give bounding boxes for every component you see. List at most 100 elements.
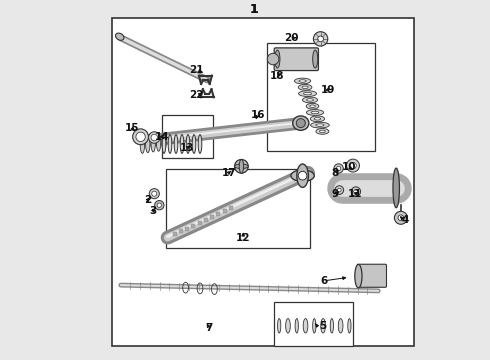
Ellipse shape [311, 111, 319, 114]
Text: 12: 12 [236, 233, 250, 243]
Text: 14: 14 [155, 132, 170, 142]
Text: 22: 22 [189, 90, 204, 100]
Circle shape [354, 189, 358, 194]
Circle shape [133, 129, 148, 145]
FancyBboxPatch shape [357, 264, 387, 287]
Ellipse shape [116, 33, 124, 40]
Circle shape [151, 134, 157, 141]
Text: 6: 6 [320, 276, 328, 286]
Ellipse shape [298, 91, 317, 96]
Ellipse shape [303, 319, 308, 333]
Circle shape [350, 162, 356, 169]
Ellipse shape [302, 97, 318, 103]
Ellipse shape [393, 168, 399, 208]
Ellipse shape [296, 119, 305, 128]
FancyBboxPatch shape [274, 48, 318, 71]
Ellipse shape [291, 170, 314, 181]
Text: 11: 11 [347, 189, 362, 199]
Text: 4: 4 [401, 215, 409, 225]
Circle shape [337, 166, 341, 171]
Circle shape [398, 215, 404, 221]
Ellipse shape [293, 116, 309, 130]
Ellipse shape [277, 319, 281, 333]
Ellipse shape [307, 99, 314, 101]
Ellipse shape [174, 135, 178, 153]
Ellipse shape [186, 135, 190, 153]
Circle shape [318, 36, 323, 42]
Ellipse shape [313, 50, 318, 68]
Ellipse shape [162, 133, 166, 150]
Text: 5: 5 [319, 321, 326, 331]
Circle shape [155, 201, 164, 210]
Ellipse shape [168, 135, 172, 153]
Text: 8: 8 [331, 168, 339, 178]
Ellipse shape [310, 116, 325, 122]
Text: 21: 21 [189, 65, 204, 75]
Circle shape [157, 203, 162, 207]
Text: 9: 9 [331, 189, 339, 199]
Bar [267, 43, 374, 151]
Circle shape [152, 191, 157, 196]
Ellipse shape [297, 164, 308, 188]
Circle shape [334, 164, 343, 173]
Ellipse shape [306, 103, 319, 109]
Ellipse shape [355, 264, 362, 288]
Circle shape [298, 171, 307, 180]
Ellipse shape [319, 130, 325, 133]
Circle shape [136, 132, 145, 141]
Circle shape [149, 189, 159, 199]
Bar [112, 18, 414, 346]
Ellipse shape [321, 319, 325, 333]
Text: 16: 16 [250, 110, 265, 120]
Ellipse shape [302, 86, 308, 89]
Text: 15: 15 [124, 123, 139, 133]
Ellipse shape [316, 129, 329, 134]
Ellipse shape [156, 134, 161, 151]
Ellipse shape [348, 319, 351, 333]
Ellipse shape [330, 319, 334, 333]
Ellipse shape [198, 135, 202, 153]
Circle shape [148, 132, 160, 143]
Bar [274, 302, 353, 346]
Bar [166, 169, 310, 248]
Text: 1: 1 [249, 3, 258, 15]
Circle shape [314, 32, 328, 46]
Ellipse shape [239, 159, 244, 173]
Ellipse shape [294, 78, 311, 84]
Circle shape [268, 53, 279, 65]
Text: 1: 1 [249, 3, 258, 15]
Circle shape [394, 211, 407, 224]
Ellipse shape [306, 110, 323, 115]
Ellipse shape [314, 117, 320, 120]
Ellipse shape [140, 136, 145, 153]
Ellipse shape [192, 135, 196, 153]
Text: 7: 7 [205, 323, 213, 333]
Ellipse shape [235, 164, 248, 168]
Bar [162, 115, 213, 158]
Text: 10: 10 [342, 162, 357, 172]
Ellipse shape [303, 93, 312, 95]
Ellipse shape [316, 124, 324, 126]
Text: 19: 19 [320, 85, 335, 95]
Ellipse shape [180, 135, 184, 153]
Ellipse shape [286, 319, 290, 333]
Circle shape [346, 159, 360, 172]
Ellipse shape [311, 122, 329, 128]
Text: 18: 18 [270, 71, 285, 81]
Ellipse shape [298, 85, 312, 90]
Text: 2: 2 [144, 195, 151, 205]
Text: 13: 13 [180, 143, 195, 153]
Ellipse shape [238, 163, 245, 170]
Circle shape [335, 186, 343, 194]
Ellipse shape [313, 319, 316, 333]
Circle shape [338, 188, 341, 192]
Ellipse shape [295, 319, 298, 333]
Ellipse shape [310, 105, 316, 107]
Ellipse shape [299, 80, 306, 82]
Text: 3: 3 [149, 206, 157, 216]
Ellipse shape [162, 135, 166, 153]
Ellipse shape [146, 135, 150, 153]
Ellipse shape [338, 319, 343, 333]
Circle shape [351, 187, 361, 196]
Text: 17: 17 [221, 168, 236, 178]
